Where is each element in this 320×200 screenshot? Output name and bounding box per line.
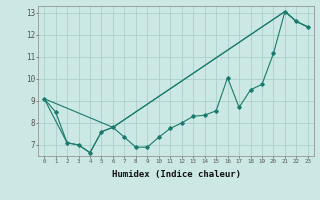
X-axis label: Humidex (Indice chaleur): Humidex (Indice chaleur) [111, 170, 241, 179]
